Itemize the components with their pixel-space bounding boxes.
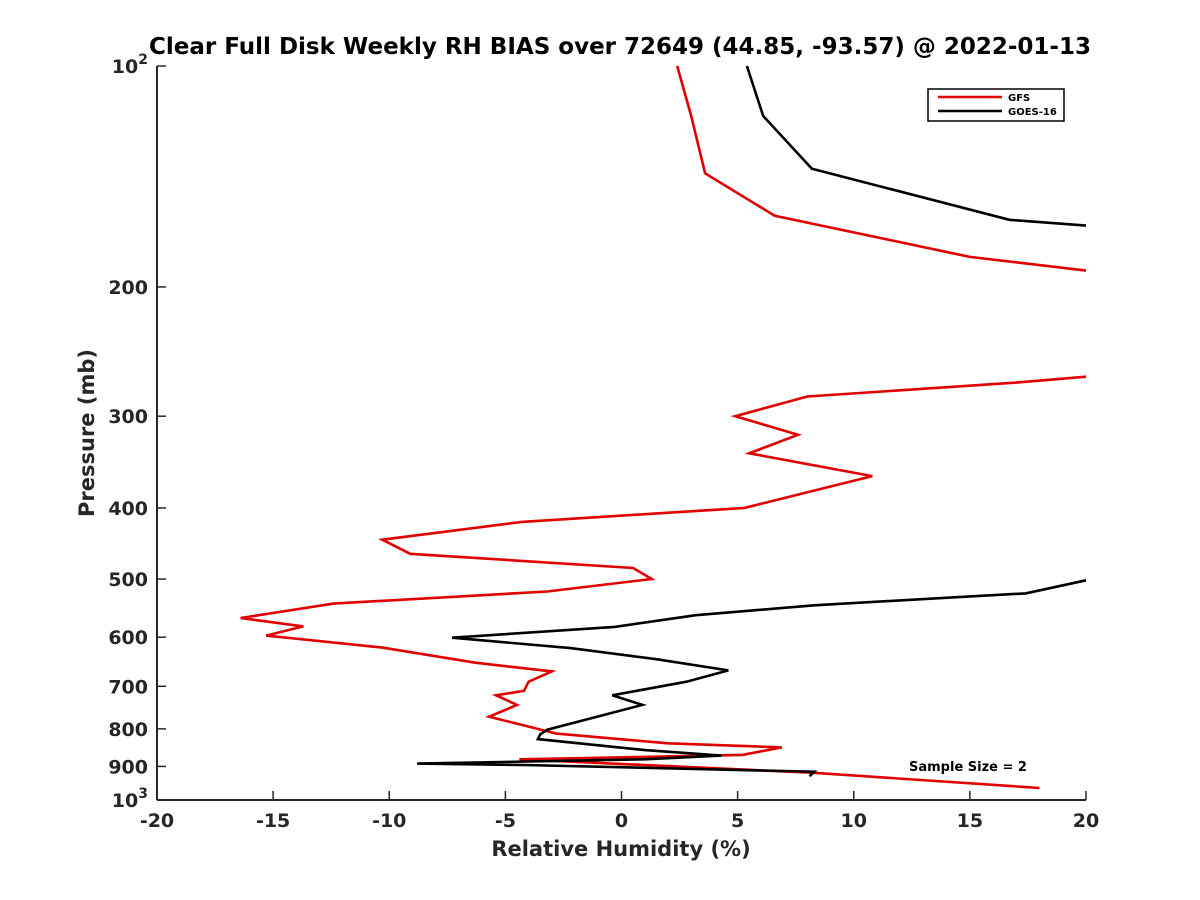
y-tick-label: 800 bbox=[108, 719, 148, 741]
x-tick-label: 10 bbox=[841, 810, 867, 832]
y-tick-labels: 102 200 300 400 500 600 700 800 900 103 bbox=[108, 52, 148, 812]
legend-box bbox=[927, 88, 1065, 122]
legend-label-goes16: GOES-16 bbox=[1008, 107, 1057, 118]
y-tick-label: 300 bbox=[108, 406, 148, 428]
x-axis-label: Relative Humidity (%) bbox=[491, 837, 750, 861]
x-tick-label: -10 bbox=[372, 810, 406, 832]
axes bbox=[156, 66, 1086, 801]
legend: GFS GOES-16 bbox=[927, 88, 1065, 122]
y-tick-label: 900 bbox=[108, 756, 148, 778]
y-tick-label: 200 bbox=[108, 277, 148, 299]
y-tick-label: 700 bbox=[108, 676, 148, 698]
x-tick-label: 5 bbox=[731, 810, 744, 832]
legend-label-gfs: GFS bbox=[1008, 93, 1030, 104]
y-tick-label: 102 bbox=[112, 52, 148, 78]
y-tick-label: 500 bbox=[108, 569, 148, 591]
y-axis-label: Pressure (mb) bbox=[75, 349, 99, 517]
series-line-gfs bbox=[675, 65, 1087, 272]
series-line-gfs bbox=[240, 375, 1087, 790]
series-lines bbox=[240, 65, 1087, 790]
tick-marks bbox=[156, 65, 1087, 801]
y-tick-label: 400 bbox=[108, 498, 148, 520]
y-tick-label: 103 bbox=[112, 786, 148, 812]
x-tick-label: -5 bbox=[495, 810, 516, 832]
series-line-goes16 bbox=[745, 65, 1087, 227]
chart-title: Clear Full Disk Weekly RH BIAS over 7264… bbox=[149, 34, 1091, 60]
x-tick-label: -20 bbox=[140, 810, 174, 832]
x-tick-labels: -20 -15 -10 -5 0 5 10 15 20 bbox=[140, 810, 1099, 832]
x-tick-label: -15 bbox=[256, 810, 290, 832]
sample-size-annotation: Sample Size = 2 bbox=[909, 760, 1027, 775]
series-line-goes16 bbox=[417, 579, 1087, 778]
x-tick-label: 0 bbox=[615, 810, 628, 832]
x-tick-label: 15 bbox=[957, 810, 983, 832]
y-tick-label: 600 bbox=[108, 627, 148, 649]
x-tick-label: 20 bbox=[1073, 810, 1099, 832]
